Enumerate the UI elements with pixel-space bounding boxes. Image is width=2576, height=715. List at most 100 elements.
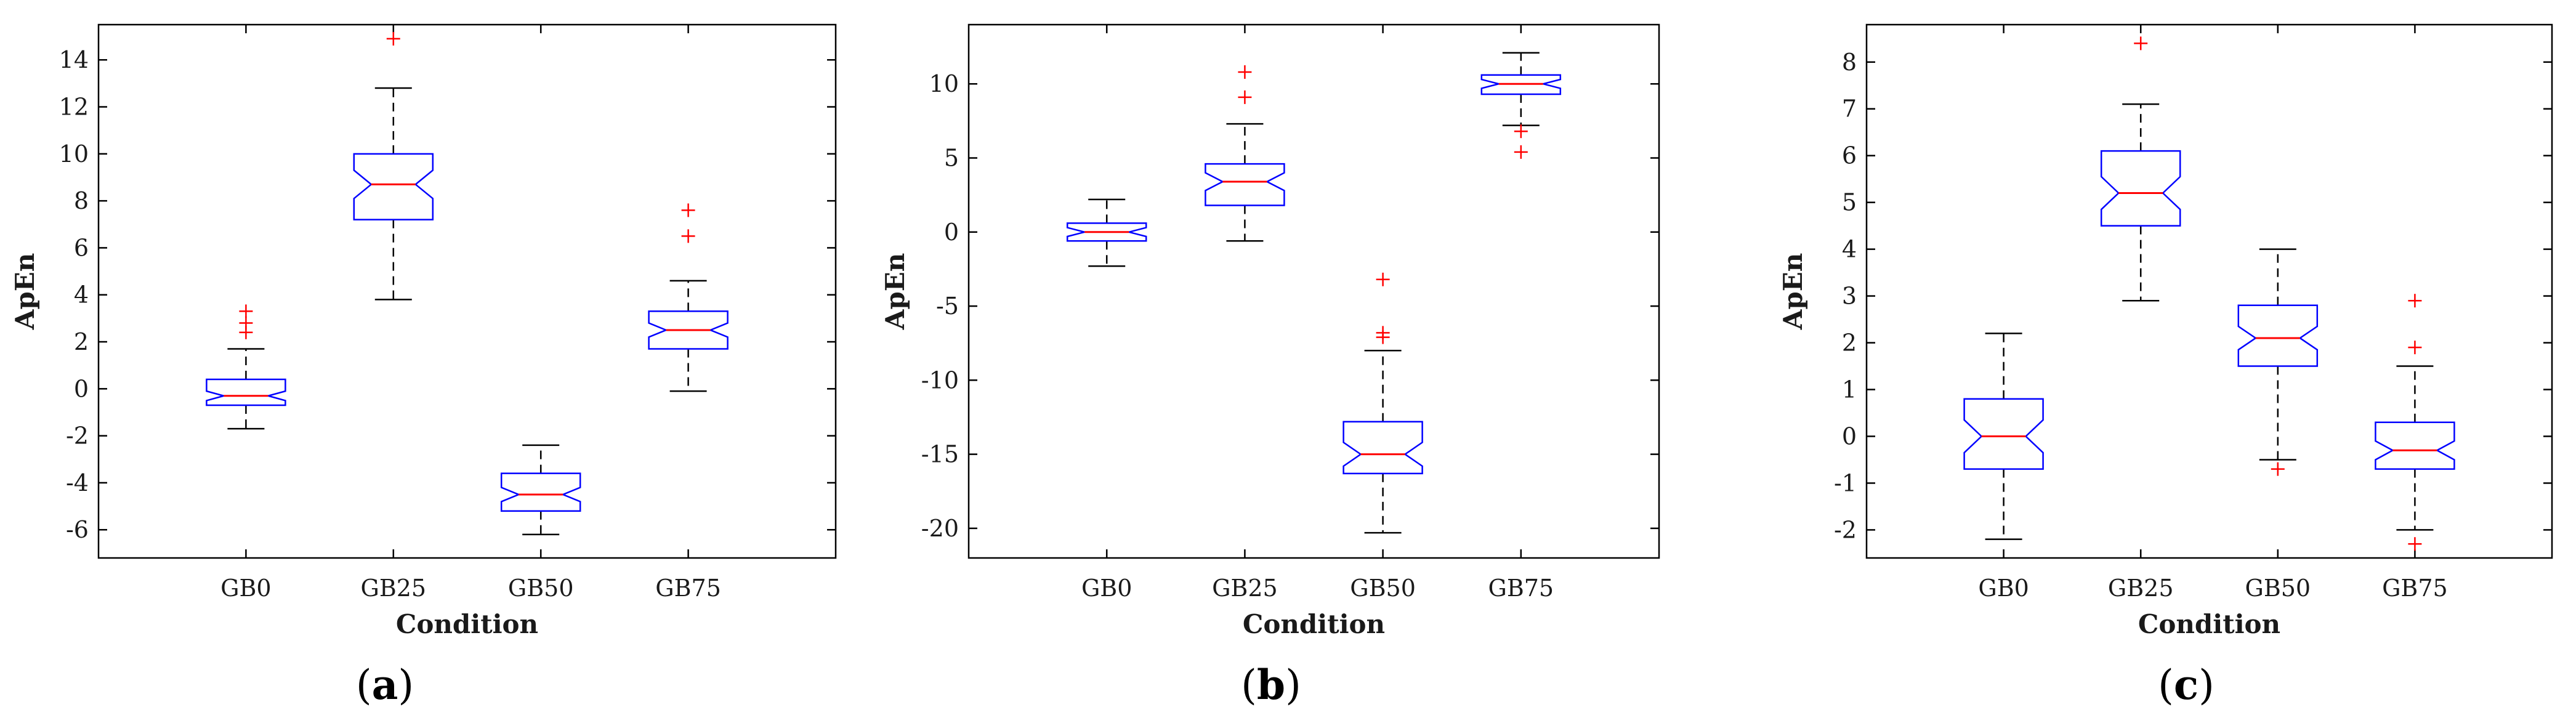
notched-box <box>2237 304 2319 367</box>
outlier-marker <box>386 31 400 46</box>
y-tick-label: 5 <box>1842 189 1857 216</box>
outlier-marker <box>2408 537 2422 551</box>
y-tick-label: 3 <box>1842 283 1857 310</box>
panel-label: (b) <box>1241 661 1301 709</box>
y-tick-label: -2 <box>1834 516 1857 543</box>
box-gb50 <box>1343 272 1423 534</box>
y-tick-label: 6 <box>74 234 89 261</box>
y-tick-label: 0 <box>1842 422 1857 450</box>
y-tick-label: 1 <box>1842 376 1857 403</box>
notched-box <box>353 153 434 220</box>
x-tick-label: GB25 <box>2108 575 2174 602</box>
box-gb0 <box>206 304 286 430</box>
x-tick-label: GB50 <box>508 575 574 602</box>
y-tick-label: -15 <box>921 441 959 468</box>
panel-label-letter: a <box>372 661 398 709</box>
y-tick-label: -5 <box>936 293 959 320</box>
y-tick-label: -6 <box>66 516 89 543</box>
plot-frame <box>967 23 1660 559</box>
outlier-marker <box>239 304 253 318</box>
x-tick-label: GB25 <box>360 575 426 602</box>
notched-box <box>2375 421 2455 470</box>
box-gb25 <box>1205 65 1285 242</box>
panel-label: (c) <box>2158 661 2215 709</box>
plot-frame <box>1865 23 2553 559</box>
y-tick-label: 7 <box>1842 95 1857 123</box>
notched-box <box>1066 222 1147 242</box>
y-tick-label: -20 <box>921 515 959 542</box>
box-gb75 <box>2375 294 2455 551</box>
y-axis-label: ApEn <box>10 253 40 331</box>
y-tick-label: 5 <box>944 145 959 172</box>
panel-label-close: ) <box>2198 661 2215 709</box>
outlier-marker <box>2134 36 2148 50</box>
box-gb25 <box>2100 36 2181 302</box>
y-tick-label: -10 <box>921 366 959 394</box>
panel-label-open: ( <box>356 661 372 709</box>
x-axis-label: Condition <box>1243 609 1385 639</box>
x-tick-label: GB50 <box>1350 575 1416 602</box>
y-tick-label: 6 <box>1842 142 1857 169</box>
y-tick-label: 10 <box>929 70 959 97</box>
y-tick-label: 4 <box>74 281 89 309</box>
x-axis-label: Condition <box>396 609 538 639</box>
y-tick-label: 4 <box>1842 236 1857 263</box>
panel-label-close: ) <box>398 661 414 709</box>
y-axis-label: ApEn <box>1778 253 1808 331</box>
outlier-marker <box>681 203 695 217</box>
box-gb0 <box>1963 333 2044 540</box>
panel-label-letter: b <box>1257 661 1285 709</box>
notched-box <box>500 472 581 512</box>
x-axis-label: Condition <box>2138 609 2280 639</box>
outlier-marker <box>1376 326 1390 340</box>
notched-box <box>206 378 286 406</box>
outlier-marker <box>2271 462 2285 476</box>
panel-label: (a) <box>356 661 414 709</box>
y-tick-label: 2 <box>1842 329 1857 357</box>
outlier-marker <box>1514 145 1528 159</box>
outlier-marker <box>1376 272 1390 286</box>
x-tick-label: GB0 <box>1081 575 1132 602</box>
x-tick-label: GB75 <box>1488 575 1554 602</box>
panel-b: -20 -15 -10 -5 0 5 10 GB0 GB25 GB50 GB75 Condition A… <box>880 23 1660 639</box>
box-gb0 <box>1066 198 1147 267</box>
outlier-marker <box>1238 90 1252 104</box>
plot-frame <box>97 23 837 559</box>
notched-box <box>1963 398 2044 470</box>
x-tick-label: GB75 <box>655 575 721 602</box>
box-gb50 <box>2237 248 2319 476</box>
notched-box <box>1343 421 1423 475</box>
y-tick-label: 10 <box>59 140 89 168</box>
box-gb75 <box>1480 52 1562 159</box>
outlier-marker <box>681 229 695 243</box>
outlier-marker <box>239 316 253 330</box>
y-tick-label: -4 <box>66 469 89 496</box>
x-tick-label: GB50 <box>2245 575 2311 602</box>
y-tick-label: 0 <box>74 375 89 402</box>
x-tick-label: GB25 <box>1212 575 1278 602</box>
y-tick-label: 2 <box>74 328 89 355</box>
outlier-marker <box>2408 294 2422 308</box>
notched-box <box>1205 163 1285 206</box>
y-tick-label: 14 <box>59 46 89 73</box>
x-tick-label: GB75 <box>2382 575 2448 602</box>
panel-label-letter: c <box>2174 661 2198 709</box>
notched-box <box>2100 150 2181 227</box>
x-tick-label: GB0 <box>220 575 271 602</box>
y-tick-label: 8 <box>1842 49 1857 76</box>
y-tick-label: 0 <box>944 219 959 246</box>
y-tick-label: 12 <box>59 94 89 121</box>
panel-label-close: ) <box>1285 661 1301 709</box>
box-gb25 <box>353 31 434 301</box>
outlier-marker <box>1514 124 1528 139</box>
panel-label-open: ( <box>1241 661 1257 709</box>
notched-box <box>648 310 729 350</box>
y-tick-label: -2 <box>66 422 89 450</box>
panel-c: -2 -1 0 1 2 3 4 5 6 7 8 GB0 GB25 GB50 GB75 Condition ApE… <box>1778 23 2553 639</box>
y-tick-label: -1 <box>1834 469 1857 496</box>
panel-a: -6 -4 -2 0 2 4 6 8 10 12 14 GB0 GB25 GB50 GB75 Conditio… <box>10 23 837 639</box>
box-gb50 <box>500 444 581 536</box>
box-gb75 <box>648 203 729 392</box>
x-tick-label: GB0 <box>1978 575 2029 602</box>
